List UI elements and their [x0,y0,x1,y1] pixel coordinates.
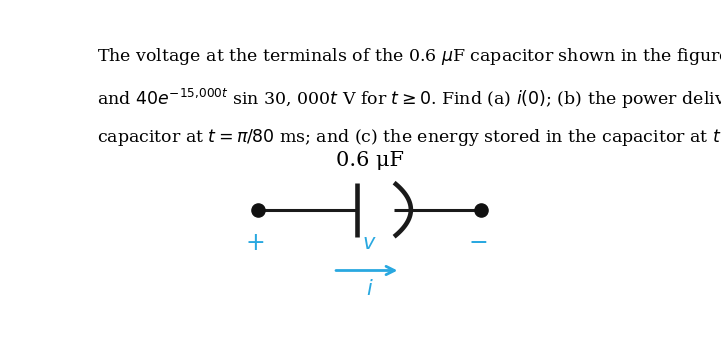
Text: $v$: $v$ [362,234,377,253]
Text: $i$: $i$ [366,279,373,299]
Text: 0.6 μF: 0.6 μF [335,152,404,171]
Text: +: + [245,231,265,256]
Text: The voltage at the terminals of the 0.6 $\mu$F capacitor shown in the figure is : The voltage at the terminals of the 0.6 … [97,46,721,67]
Text: −: − [469,231,488,256]
Text: and $40e^{-15{,}000t}$ sin 30, 000$t$ V for $t \geq 0$. Find (a) $i(0)$; (b) the: and $40e^{-15{,}000t}$ sin 30, 000$t$ V … [97,87,721,111]
Point [252,207,264,212]
Point [476,207,487,212]
Text: capacitor at $t = \pi/80$ ms; and (c) the energy stored in the capacitor at $t =: capacitor at $t = \pi/80$ ms; and (c) th… [97,127,721,148]
